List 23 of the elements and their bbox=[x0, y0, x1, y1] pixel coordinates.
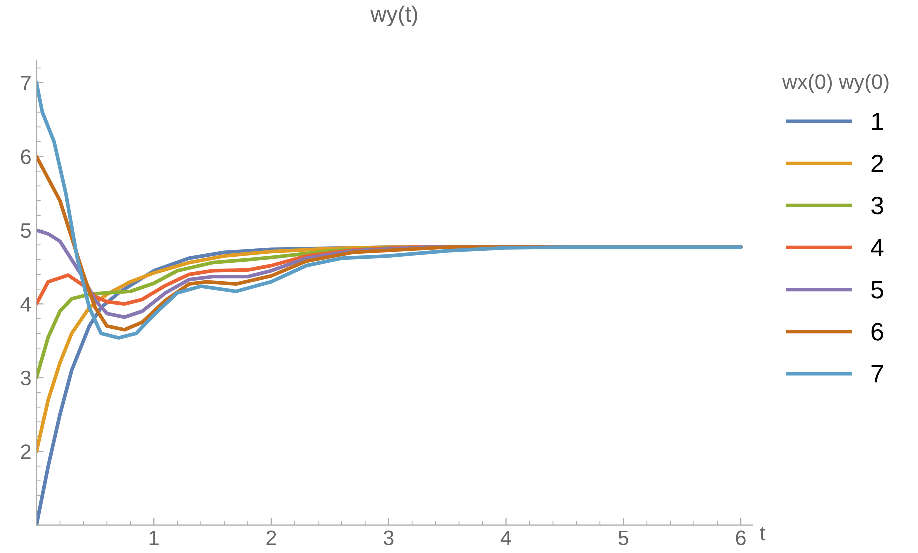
legend-label: 5 bbox=[872, 281, 884, 299]
x-tick-label: 5 bbox=[618, 530, 629, 546]
legend-label: 6 bbox=[872, 323, 884, 341]
y-tick-label: 6 bbox=[21, 150, 31, 164]
chart-title: wy(t) bbox=[370, 6, 418, 27]
line-series bbox=[36, 81, 743, 340]
legend-label: 3 bbox=[871, 196, 884, 215]
y-tick-label: 5 bbox=[21, 224, 31, 238]
x-tick-label: 3 bbox=[384, 530, 394, 546]
x-axis-title: t bbox=[760, 526, 766, 541]
legend-label: 4 bbox=[871, 239, 884, 256]
y-tick-label: 2 bbox=[21, 444, 31, 460]
legend-label: 1 bbox=[872, 113, 884, 130]
legend-label: 2 bbox=[872, 154, 884, 172]
legend-label: 7 bbox=[872, 365, 884, 383]
y-tick-label: 4 bbox=[20, 297, 32, 312]
legend-title: wx(0) wy(0) bbox=[782, 74, 889, 94]
y-tick-label: 7 bbox=[21, 76, 31, 90]
x-tick-label: 4 bbox=[500, 530, 512, 546]
x-tick-label: 6 bbox=[736, 530, 746, 546]
x-tick-label: 1 bbox=[150, 530, 159, 546]
x-tick-label: 2 bbox=[266, 530, 276, 546]
y-tick-label: 3 bbox=[21, 370, 31, 386]
